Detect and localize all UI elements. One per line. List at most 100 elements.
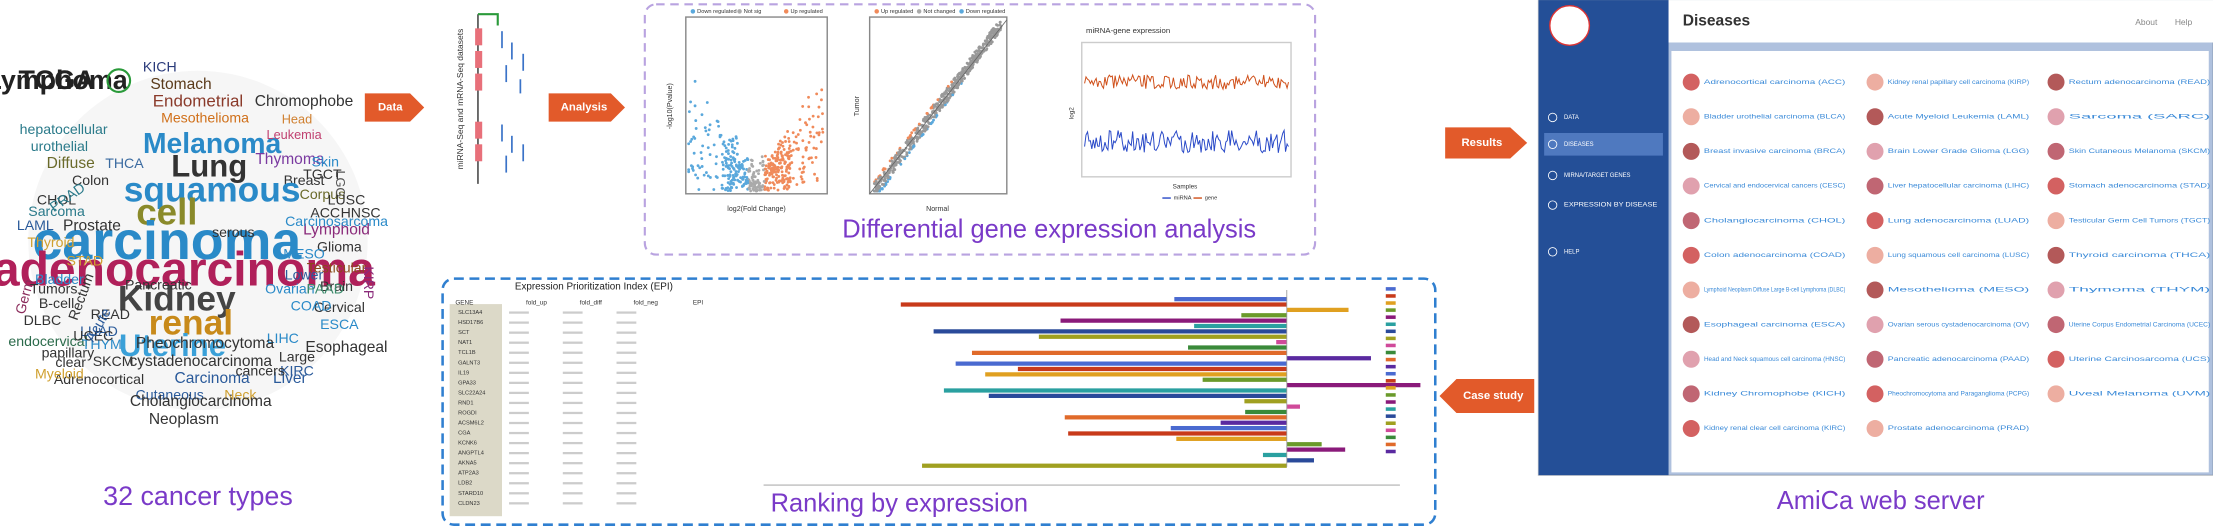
volcano-dot: [739, 180, 742, 184]
volcano-dot: [724, 150, 728, 153]
disease-icon: [1682, 350, 1700, 368]
volcano-dot: [779, 158, 783, 162]
volcano-dot: [692, 151, 696, 155]
volcano-dot: [771, 181, 775, 185]
cloud-word: Liver: [273, 370, 307, 387]
disease-link: Bladder urothelial carcinoma (BLCA): [1704, 113, 1845, 120]
volcano-dot: [687, 170, 691, 174]
volcano-dot: [791, 176, 795, 180]
volcano-dot: [764, 178, 768, 181]
axis-label: Normal: [926, 206, 949, 213]
value-bar: [509, 381, 529, 384]
value-bar: [616, 351, 637, 354]
scatter-dot: [909, 146, 913, 150]
volcano-dot: [763, 185, 767, 189]
scatter-dot: [891, 169, 895, 173]
menu-icon: [1547, 170, 1558, 181]
cloud-word: KICH: [143, 59, 177, 75]
menu-icon: [1547, 139, 1558, 149]
volcano-dot: [708, 176, 712, 179]
volcano-dot: [720, 152, 724, 156]
volcano-dot: [801, 104, 805, 108]
cloud-word: STAD: [67, 252, 104, 268]
scatter-dot: [910, 131, 914, 135]
scatter-dot: [951, 93, 955, 97]
disease-icon: [1682, 73, 1700, 91]
ranking-bar: [1174, 297, 1287, 302]
scatter-dot: [976, 53, 979, 56]
volcano-dot: [776, 188, 780, 192]
cloud-word: Breast: [284, 172, 325, 188]
scatter-dot: [943, 103, 947, 107]
volcano-dot: [798, 128, 802, 132]
disease-link: Stomach adenocarcinoma (STAD): [2069, 183, 2210, 190]
value-bar: [562, 411, 583, 415]
page-heading: Diseases: [1683, 12, 1751, 29]
disease-link: Kidney renal clear cell carcinoma (KIRC): [1704, 425, 1845, 432]
line-frame: [1081, 41, 1292, 178]
scatter-dot: [956, 86, 960, 90]
cloud-word: urothelial: [31, 138, 88, 154]
ranking-box: [441, 277, 1437, 526]
arrow-data: [364, 93, 425, 122]
ranking-bar: [1176, 436, 1287, 441]
scatter-dot: [881, 168, 885, 172]
arrow-label: Case study: [1463, 390, 1524, 402]
volcano-dot: [749, 184, 753, 188]
scatter-dot: [901, 155, 905, 159]
volcano-dot: [787, 140, 791, 143]
ranking-bar: [1286, 307, 1349, 313]
legend-swatch: [1385, 350, 1396, 355]
disease-icon: [1682, 246, 1700, 264]
volcano-dot: [808, 130, 812, 134]
volcano-dot: [769, 186, 773, 190]
volcano-dot: [783, 185, 787, 189]
value-bar: [509, 371, 529, 374]
cloud-word: Glioma: [317, 238, 362, 254]
ranking-bar: [1064, 415, 1287, 420]
volcano-dot: [721, 160, 724, 164]
scatter-dot: [906, 140, 910, 144]
volcano-dot: [819, 140, 823, 144]
cloud-word: B-cell: [39, 295, 74, 311]
scatter-dot: [893, 168, 897, 172]
volcano-dot: [751, 178, 755, 182]
legend-swatch: [1385, 407, 1396, 411]
volcano-dot: [787, 166, 791, 170]
menu-item: DATA: [1564, 115, 1579, 121]
scatter-dot: [906, 136, 910, 140]
volcano-dot: [805, 146, 808, 149]
disease-icon: [1866, 246, 1884, 264]
disease-icon: [1866, 281, 1884, 299]
volcano-dot: [787, 185, 791, 189]
cloud-word: SKCM: [93, 353, 134, 369]
cloud-word: TCGA: [19, 65, 95, 95]
volcano-dot: [729, 139, 733, 143]
cloud-word: LIHC: [267, 330, 299, 346]
value-bar: [562, 462, 583, 465]
disease-icon: [2047, 142, 2065, 160]
scatter-dot: [920, 123, 924, 127]
cloud-word: Uterine: [119, 328, 226, 363]
volcano-dot: [779, 151, 783, 155]
volcano-dot: [690, 137, 694, 141]
value-bar: [616, 411, 637, 415]
scatter-dot: [985, 39, 989, 43]
value-bar: [509, 401, 529, 405]
volcano-dot: [788, 176, 792, 180]
menu-icon: [1547, 200, 1558, 210]
sidebar: [1538, 0, 1669, 476]
legend-swatch: [1385, 336, 1396, 341]
volcano-dot: [774, 170, 778, 174]
scatter-dot: [945, 91, 948, 95]
legend-dot: [690, 9, 696, 14]
disease-link: Adrenocortical carcinoma (ACC): [1704, 79, 1845, 86]
scatter-dot: [912, 140, 915, 144]
disease-icon: [1682, 281, 1700, 299]
ranking-bar: [1286, 382, 1421, 388]
cloud-word: Prostate: [63, 217, 121, 234]
value-bar: [562, 482, 583, 485]
volcano-dot: [780, 154, 784, 158]
volcano-dot: [720, 186, 724, 190]
cloud-word: ACC: [310, 204, 340, 220]
